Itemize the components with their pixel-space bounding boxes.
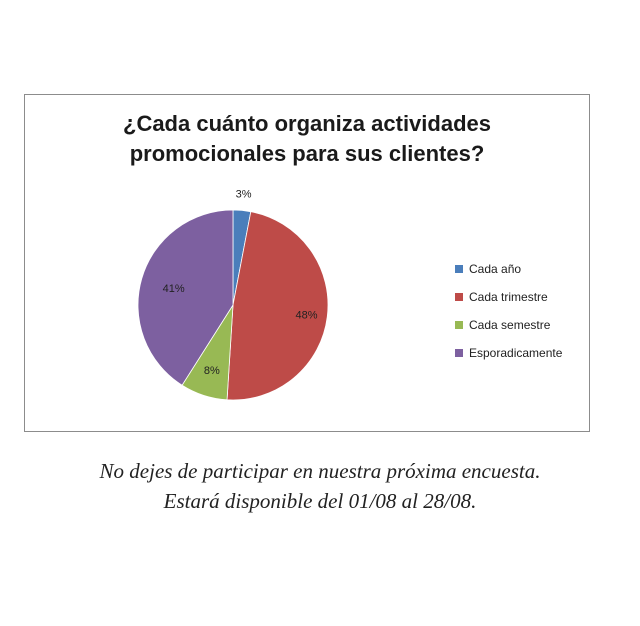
chart-frame: ¿Cada cuánto organiza actividades promoc… <box>24 94 590 432</box>
legend-swatch-0 <box>455 265 463 273</box>
footer-line-1: No dejes de participar en nuestra próxim… <box>99 459 541 483</box>
legend-swatch-1 <box>455 293 463 301</box>
legend-item-1: Cada trimestre <box>455 283 562 311</box>
legend-swatch-2 <box>455 321 463 329</box>
pie-data-label-1: 48% <box>296 309 318 321</box>
pie-data-label-3: 41% <box>163 283 185 295</box>
pie-data-label-2: 8% <box>204 365 220 377</box>
pie-slice-1 <box>226 211 329 401</box>
legend-item-3: Esporadicamente <box>455 339 562 367</box>
pie-data-label-0: 3% <box>236 188 252 200</box>
legend-label-1: Cada trimestre <box>469 290 548 304</box>
pie-chart: 3% 48% 8% 41% <box>137 188 329 401</box>
legend-label-0: Cada año <box>469 262 522 276</box>
legend-item-0: Cada año <box>455 255 562 283</box>
chart-title-line-1: ¿Cada cuánto organiza actividades <box>123 111 491 136</box>
legend: Cada año Cada trimestre Cada semestre Espor… <box>455 255 562 367</box>
pie-slice-3 <box>137 209 234 386</box>
footer-line-2: Estará disponible del 01/08 al 28/08. <box>163 489 477 513</box>
legend-label-3: Esporadicamente <box>469 346 563 360</box>
chart-title: ¿Cada cuánto organiza actividades promoc… <box>25 109 589 169</box>
footer-note: No dejes de participar en nuestra próxim… <box>0 456 640 516</box>
legend-swatch-3 <box>455 349 463 357</box>
legend-label-2: Cada semestre <box>469 318 551 332</box>
chart-title-line-2: promocionales para sus clientes? <box>129 141 485 166</box>
legend-item-2: Cada semestre <box>455 311 562 339</box>
